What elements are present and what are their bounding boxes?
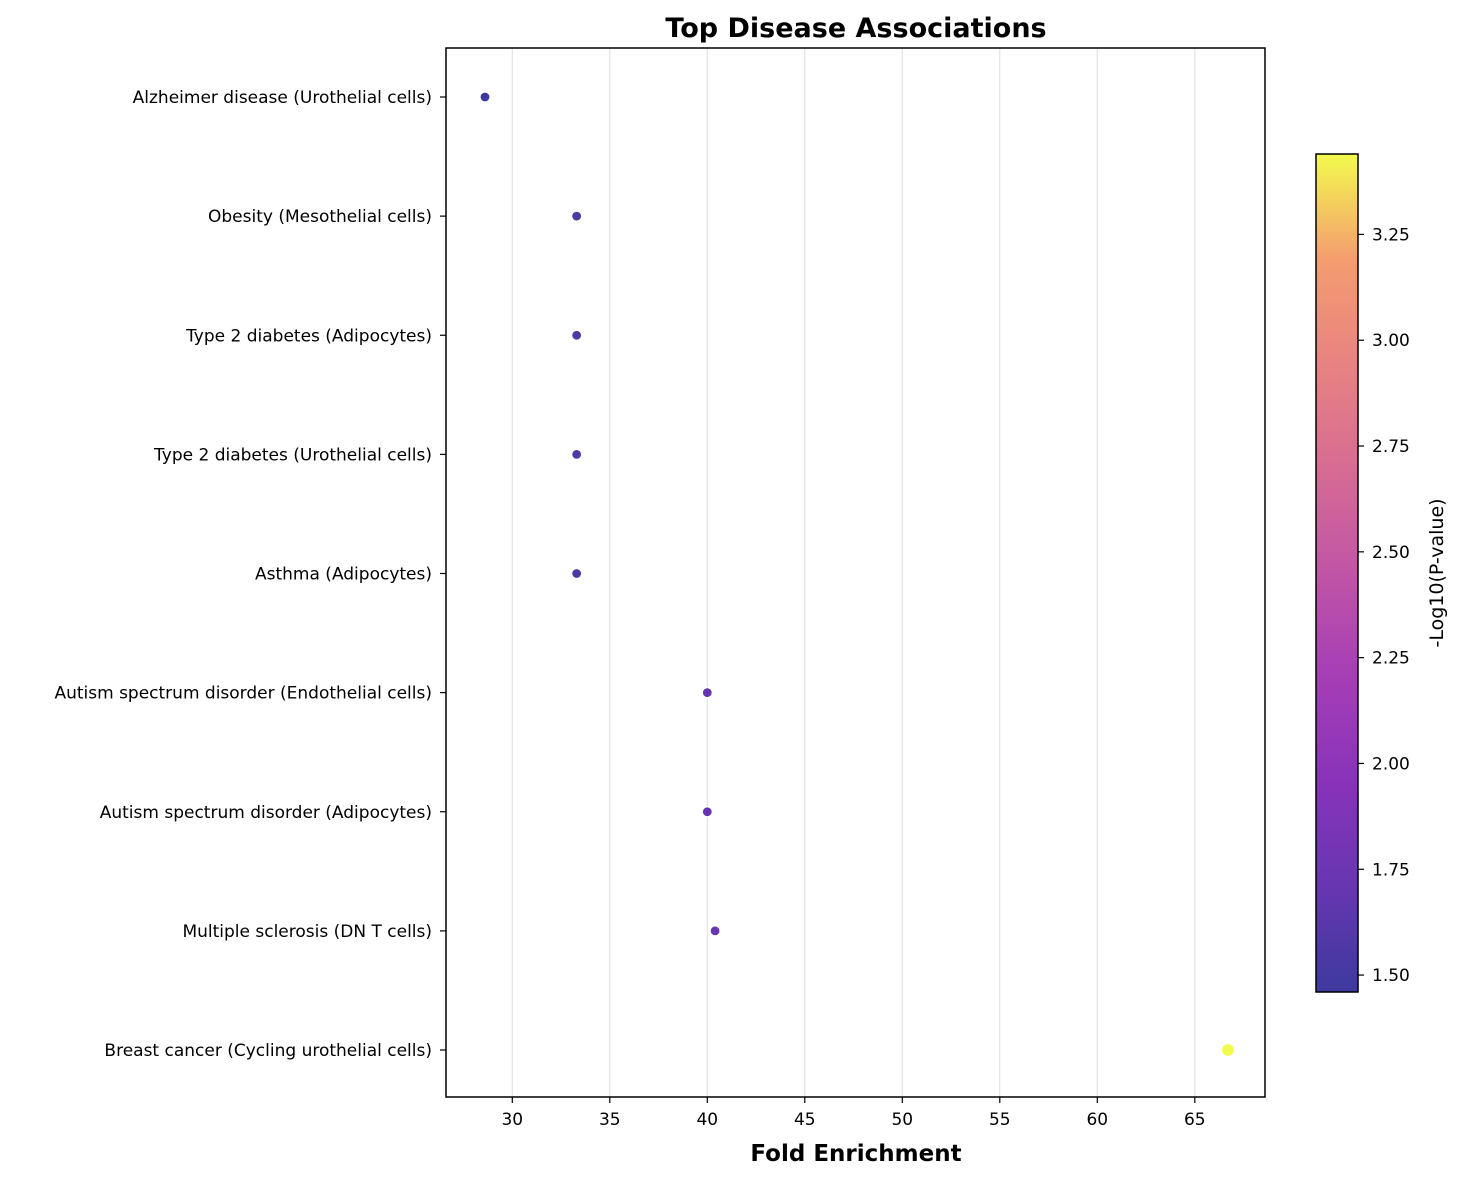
y-category-label: Alzheimer disease (Urothelial cells) [133,88,432,108]
colorbar-tick-label: 2.25 [1372,649,1410,669]
colorbar-tick-label: 2.75 [1372,437,1410,457]
chart-title: Top Disease Associations [665,13,1046,44]
data-point [701,687,713,699]
colorbar-tick-label: 2.00 [1372,754,1410,774]
colorbar-gradient [1316,154,1358,992]
data-point [571,210,583,222]
data-points [479,91,1236,1058]
data-point [709,925,721,937]
plot-frame [445,47,1266,1098]
colorbar-tick-label: 1.75 [1372,860,1410,880]
colorbar: 1.50 1.75 2.00 2.25 2.50 2.75 3.00 3.25 -Log10(… [1315,153,1448,993]
grid-lines [511,48,1196,1097]
y-category-label: Type 2 diabetes (Adipocytes) [185,326,432,346]
colorbar-tick-label: 2.50 [1372,543,1410,563]
x-axis-label: Fold Enrichment [750,1141,961,1167]
colorbar-label: -Log10(P-value) [1426,498,1448,647]
x-tick-label: 35 [599,1110,621,1130]
colorbar-tick-label: 3.00 [1372,331,1410,351]
x-tick-label: 65 [1184,1110,1206,1130]
data-point [571,567,583,580]
x-tick-label: 60 [1086,1110,1108,1130]
y-category-label: Autism spectrum disorder (Adipocytes) [100,803,432,823]
y-category-label: Type 2 diabetes (Urothelial cells) [153,445,432,465]
x-tick-label: 55 [989,1110,1011,1130]
y-category-label: Breast cancer (Cycling urothelial cells) [104,1041,432,1061]
data-point [571,448,583,460]
colorbar-tick-label: 3.25 [1372,225,1410,245]
x-axis-ticks: 30 35 40 45 50 55 60 65 [501,1097,1206,1130]
data-point [479,91,491,103]
y-category-label: Obesity (Mesothelial cells) [208,207,432,227]
y-category-label: Autism spectrum disorder (Endothelial ce… [54,684,432,704]
y-axis-categories: Alzheimer disease (Urothelial cells) Obes… [54,88,446,1061]
x-tick-label: 50 [891,1110,913,1130]
x-tick-label: 30 [501,1110,523,1130]
colorbar-tick-label: 1.50 [1372,966,1410,986]
y-category-label: Asthma (Adipocytes) [255,565,432,585]
colorbar-ticks: 1.50 1.75 2.00 2.25 2.50 2.75 3.00 3.25 [1358,225,1410,986]
y-category-label: Multiple sclerosis (DN T cells) [182,922,432,942]
x-tick-label: 45 [794,1110,816,1130]
colorbar-frame [1315,153,1359,993]
data-point [701,806,713,818]
x-tick-label: 40 [696,1110,718,1130]
data-point [571,329,583,341]
data-point [1220,1042,1236,1058]
